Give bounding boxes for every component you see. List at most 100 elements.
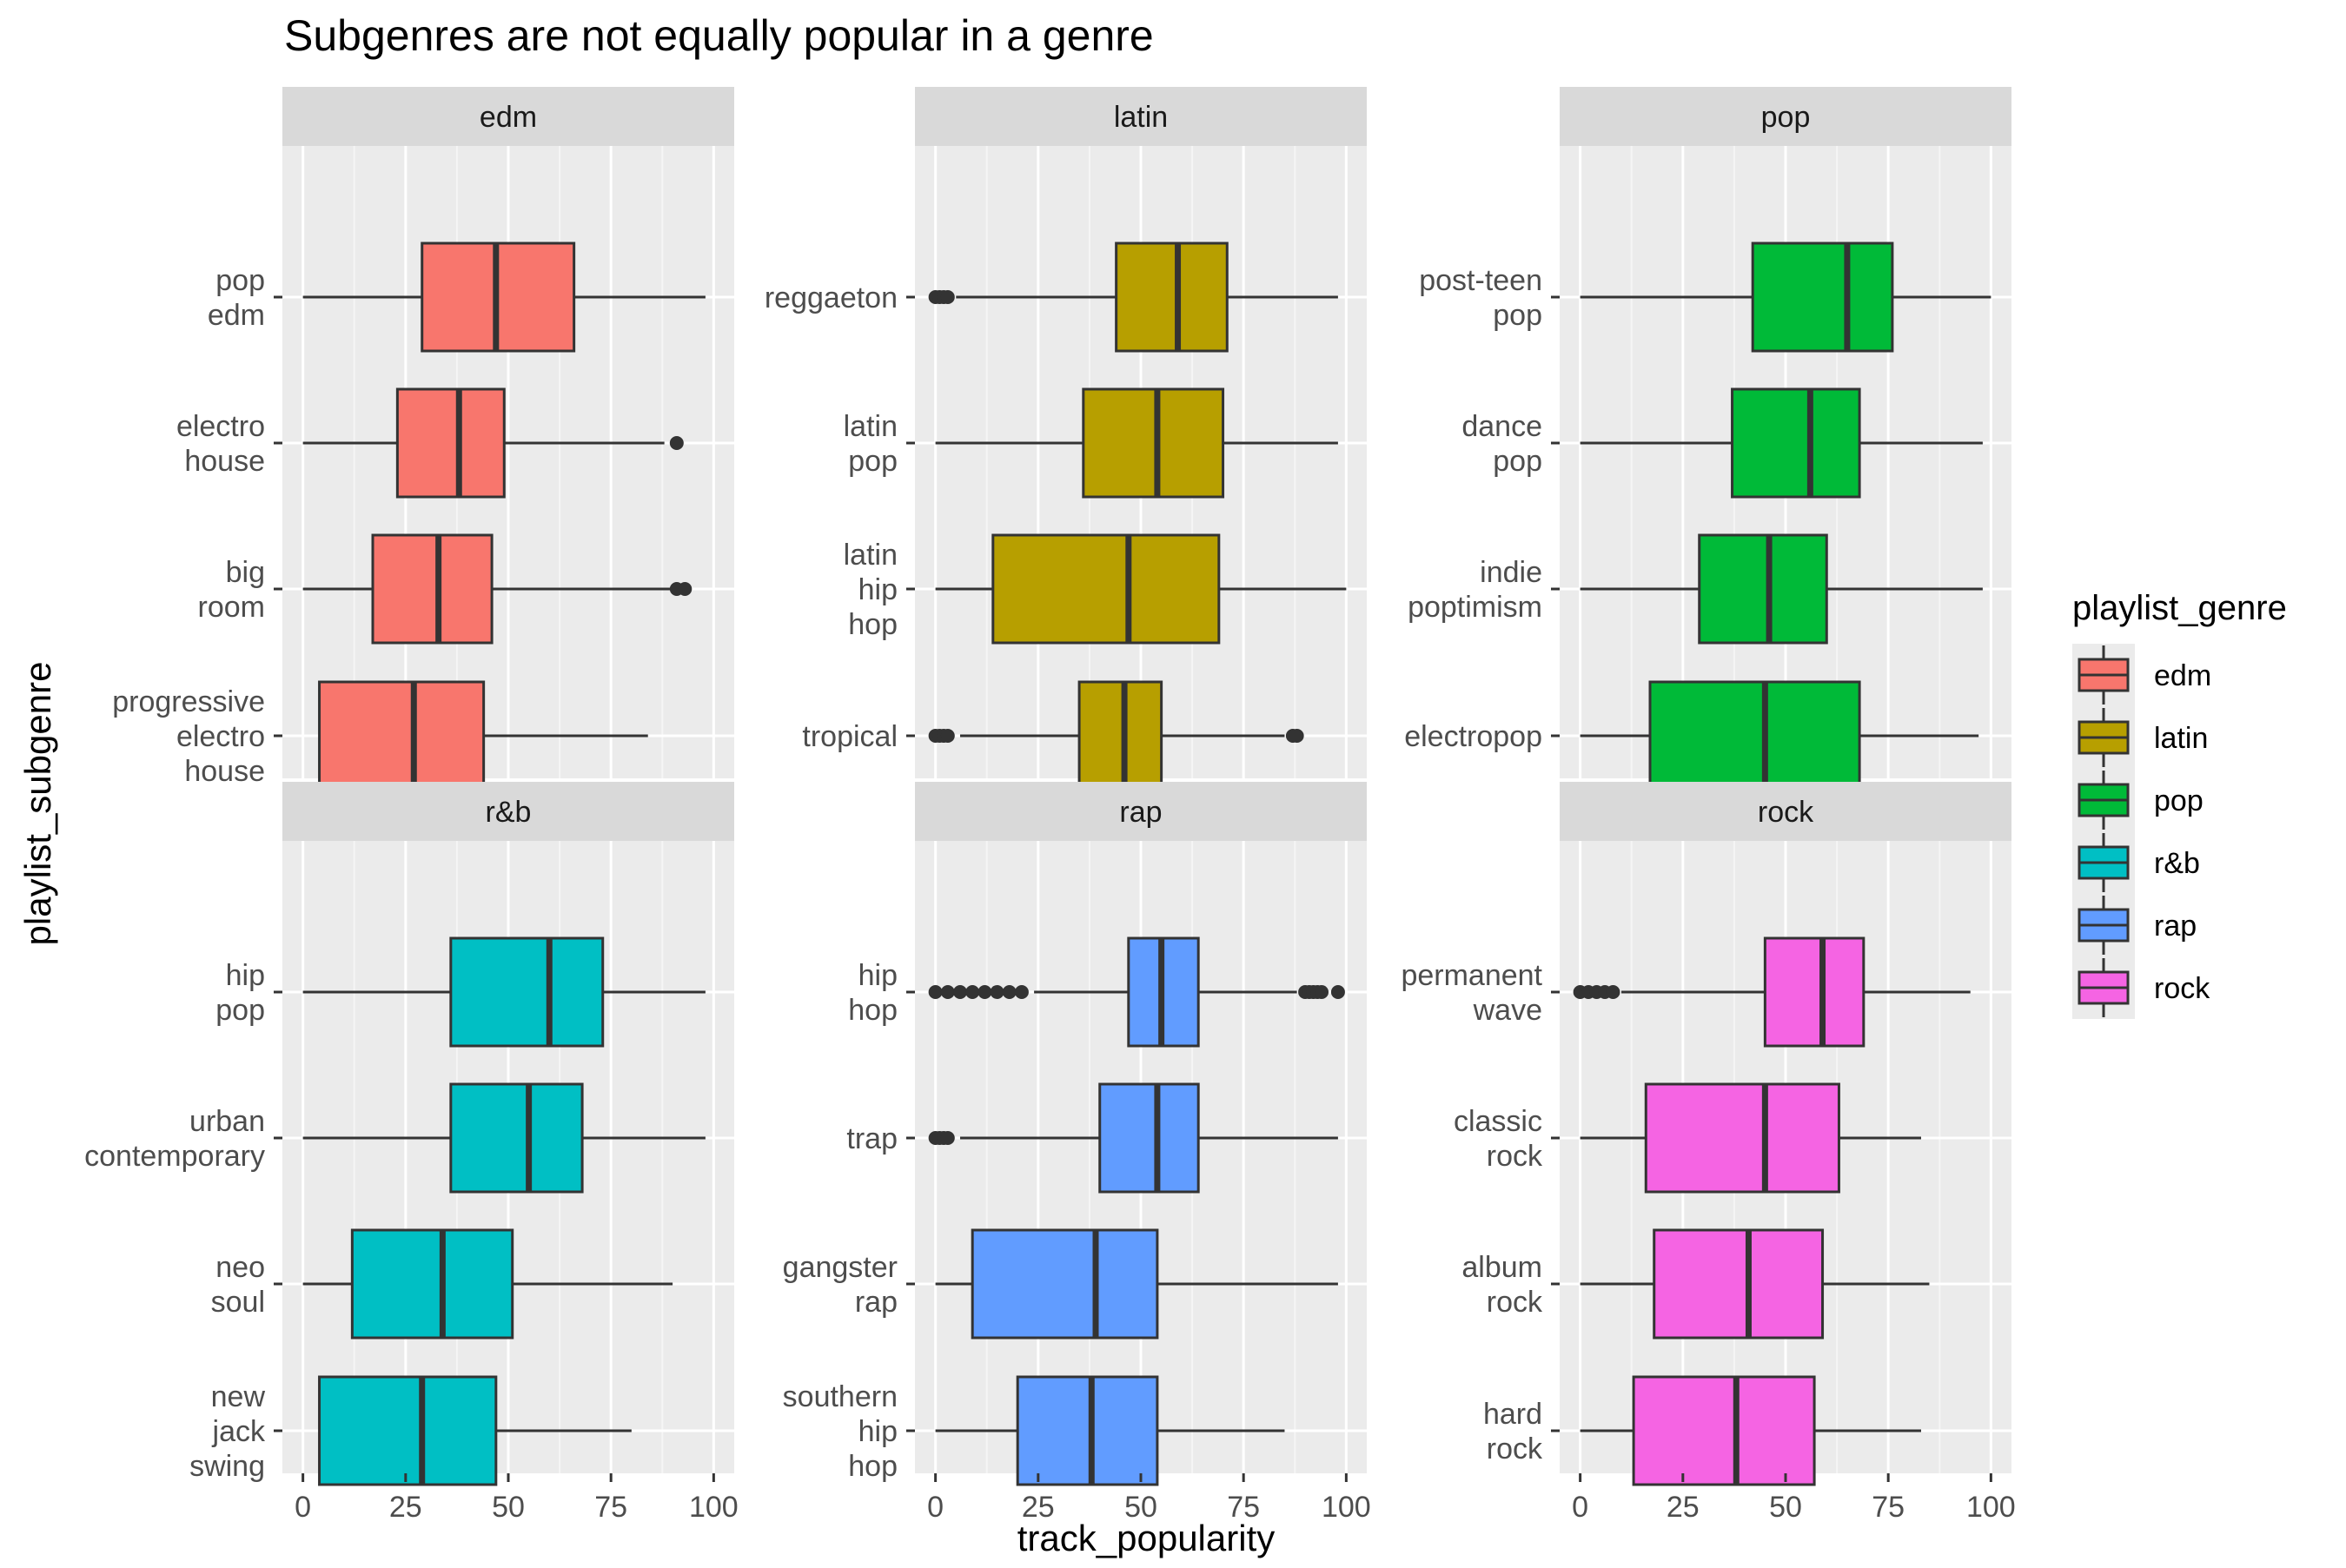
legend-item-randb: r&b [2072, 831, 2200, 894]
iqr-box [1653, 1228, 1825, 1340]
y-tick-label: permanent wave [1401, 959, 1542, 1027]
box-post-teen-pop [1580, 241, 1991, 353]
iqr-box [1731, 387, 1861, 499]
box-electro-house [302, 387, 684, 499]
outlier-point [1014, 985, 1029, 999]
y-tick-label: hard rock [1483, 1398, 1543, 1465]
legend-item-rap: rap [2072, 894, 2197, 956]
box-progressive-electro-house [318, 680, 648, 791]
panel-strip-label: latin [1114, 101, 1168, 134]
y-tick-label: gangster rap [783, 1251, 898, 1319]
panel-strip-edm [282, 87, 734, 146]
y-axis-label: playlist_subgenre [17, 662, 58, 946]
outlier-point [1315, 985, 1329, 999]
panel-latin: latin reggaeton latin pop latin hip hop tropica… [765, 87, 1367, 791]
panel-strip-label: pop [1761, 101, 1811, 134]
x-tick-label: 100 [1322, 1491, 1371, 1524]
outlier-point [678, 582, 693, 596]
y-tick-label: classic rock [1454, 1105, 1543, 1173]
iqr-box [1632, 1375, 1816, 1486]
panel-strip-randb [282, 782, 734, 841]
legend-item-edm: edm [2072, 644, 2211, 706]
legend-label: rock [2154, 972, 2210, 1005]
panel-strip-label: rap [1119, 796, 1162, 829]
legend-item-pop: pop [2072, 769, 2204, 831]
y-tick-label: hip hop [848, 959, 898, 1027]
box-latin-hip-hop [935, 533, 1347, 645]
box-hip-pop [302, 936, 706, 1048]
outlier-point [1330, 985, 1345, 999]
x-tick-label: 0 [927, 1491, 944, 1524]
x-axis-label: track_popularity [1017, 1518, 1275, 1558]
box-neo-soul [302, 1228, 673, 1340]
outlier-point [1606, 985, 1620, 999]
legend-label: edm [2154, 659, 2211, 692]
iqr-box [318, 1375, 498, 1486]
chart-title: Subgenres are not equally popular in a g… [284, 11, 1154, 60]
outlier-point [940, 729, 955, 743]
iqr-box [318, 680, 486, 791]
legend-label: rap [2154, 910, 2197, 943]
iqr-box [1751, 241, 1894, 353]
y-tick-label: album rock [1461, 1251, 1543, 1319]
box-classic-rock [1580, 1082, 1921, 1194]
y-tick-label: urban contemporary [84, 1105, 265, 1173]
outlier-point [965, 985, 980, 999]
box-hip-hop [928, 936, 1345, 1048]
y-tick-label: progressive electro house [112, 685, 265, 788]
legend-item-latin: latin [2072, 706, 2208, 769]
x-tick-label: 100 [1966, 1491, 2016, 1524]
y-tick-label: indie poptimism [1408, 556, 1542, 624]
box-latin-pop [935, 387, 1338, 499]
x-tick-label: 100 [689, 1491, 739, 1524]
x-tick-label: 75 [594, 1491, 627, 1524]
panel-randb: r&b hip pop urban contemporary neo soul new jack… [84, 782, 739, 1524]
y-tick-label: pop edm [208, 264, 265, 332]
iqr-box [449, 936, 605, 1048]
iqr-box [350, 1228, 514, 1340]
y-tick-label: latin hip hop [844, 539, 898, 641]
box-reggaeton [928, 241, 1338, 353]
x-tick-label: 75 [1227, 1491, 1260, 1524]
iqr-box [449, 1082, 584, 1194]
iqr-box [1698, 533, 1828, 645]
legend: playlist_genre edm latin pop r&b rap rock [2072, 589, 2287, 1019]
box-hard-rock [1580, 1375, 1921, 1486]
box-southern-hip-hop [935, 1375, 1285, 1486]
y-tick-label: tropical [802, 720, 898, 753]
facet-panels: edm pop edm electro house big room progressive e… [84, 87, 2016, 1524]
iqr-box [1016, 1375, 1159, 1486]
y-tick-label: reggaeton [765, 281, 898, 314]
panel-strip-rap [915, 782, 1367, 841]
legend-label: pop [2154, 784, 2204, 817]
outlier-point [1289, 729, 1304, 743]
y-tick-label: southern hip hop [783, 1380, 898, 1483]
y-tick-label: electro house [176, 410, 265, 478]
panel-strip-pop [1560, 87, 2011, 146]
panel-edm: edm pop edm electro house big room progressive e… [112, 87, 734, 791]
outlier-point [990, 985, 1004, 999]
legend-title: playlist_genre [2072, 589, 2287, 627]
iqr-box [1082, 387, 1225, 499]
y-tick-label: big room [198, 556, 265, 624]
panel-rap: rap hip hop trap gangster rap southern hip hop 0 2… [783, 782, 1371, 1524]
box-trap [928, 1082, 1338, 1194]
panel-strip-label: r&b [486, 796, 532, 829]
y-tick-label: hip pop [215, 959, 265, 1027]
y-tick-label: trap [846, 1122, 898, 1155]
panel-strip-latin [915, 87, 1367, 146]
legend-label: latin [2154, 722, 2208, 755]
x-tick-label: 50 [1769, 1491, 1802, 1524]
panel-strip-label: rock [1758, 796, 1814, 829]
iqr-box [1115, 241, 1229, 353]
box-tropical [928, 680, 1304, 791]
outlier-point [928, 985, 943, 999]
panel-rock: rock permanent wave classic rock album rock har… [1401, 782, 2016, 1524]
x-tick-label: 0 [1572, 1491, 1588, 1524]
box-indie-poptimism [1580, 533, 1983, 645]
iqr-box [1077, 680, 1163, 791]
box-dance-pop [1580, 387, 1983, 499]
outlier-point [940, 985, 955, 999]
iqr-box [1648, 680, 1861, 791]
